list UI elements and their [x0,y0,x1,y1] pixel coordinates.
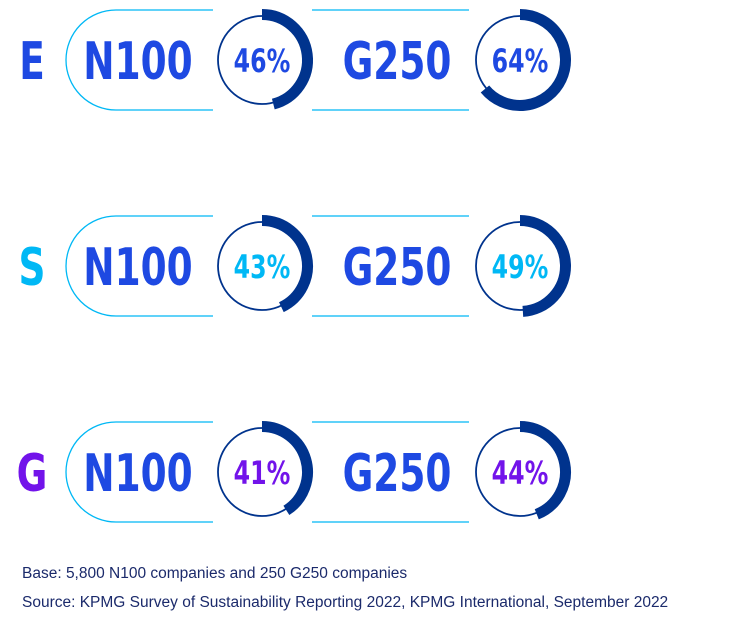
series-name-g-n100: N100 [83,443,192,504]
ring-arc-e-g250 [480,9,571,111]
source-note: Source: KPMG Survey of Sustainability Re… [22,594,669,611]
ring-arc-e-n100 [261,9,313,110]
percent-label-e-g250: 64% [492,42,549,80]
percent-label-s-n100: 43% [234,248,291,286]
percent-label-s-g250: 49% [492,248,549,286]
ring-arc-g-n100 [261,421,313,516]
pill-outline-e-n100 [65,9,213,111]
group-letter-s: S [19,237,46,298]
percent-label-e-n100: 46% [234,42,291,80]
pill-outline-s-n100 [65,215,213,317]
group-letter-e: E [19,31,45,92]
series-name-g-g250: G250 [343,443,452,504]
base-note: Base: 5,800 N100 companies and 250 G250 … [22,565,408,582]
ring-arc-s-g250 [519,215,571,317]
percent-label-g-n100: 41% [234,454,291,492]
series-name-e-n100: N100 [83,31,192,92]
series-name-s-n100: N100 [83,237,192,298]
ring-arc-g-g250 [519,421,571,520]
series-name-s-g250: G250 [343,237,452,298]
ring-arc-s-n100 [261,215,313,313]
pill-outline-g-n100 [65,421,213,523]
percent-label-g-g250: 44% [492,454,549,492]
series-name-e-g250: G250 [343,31,452,92]
group-letter-g: G [17,443,48,504]
